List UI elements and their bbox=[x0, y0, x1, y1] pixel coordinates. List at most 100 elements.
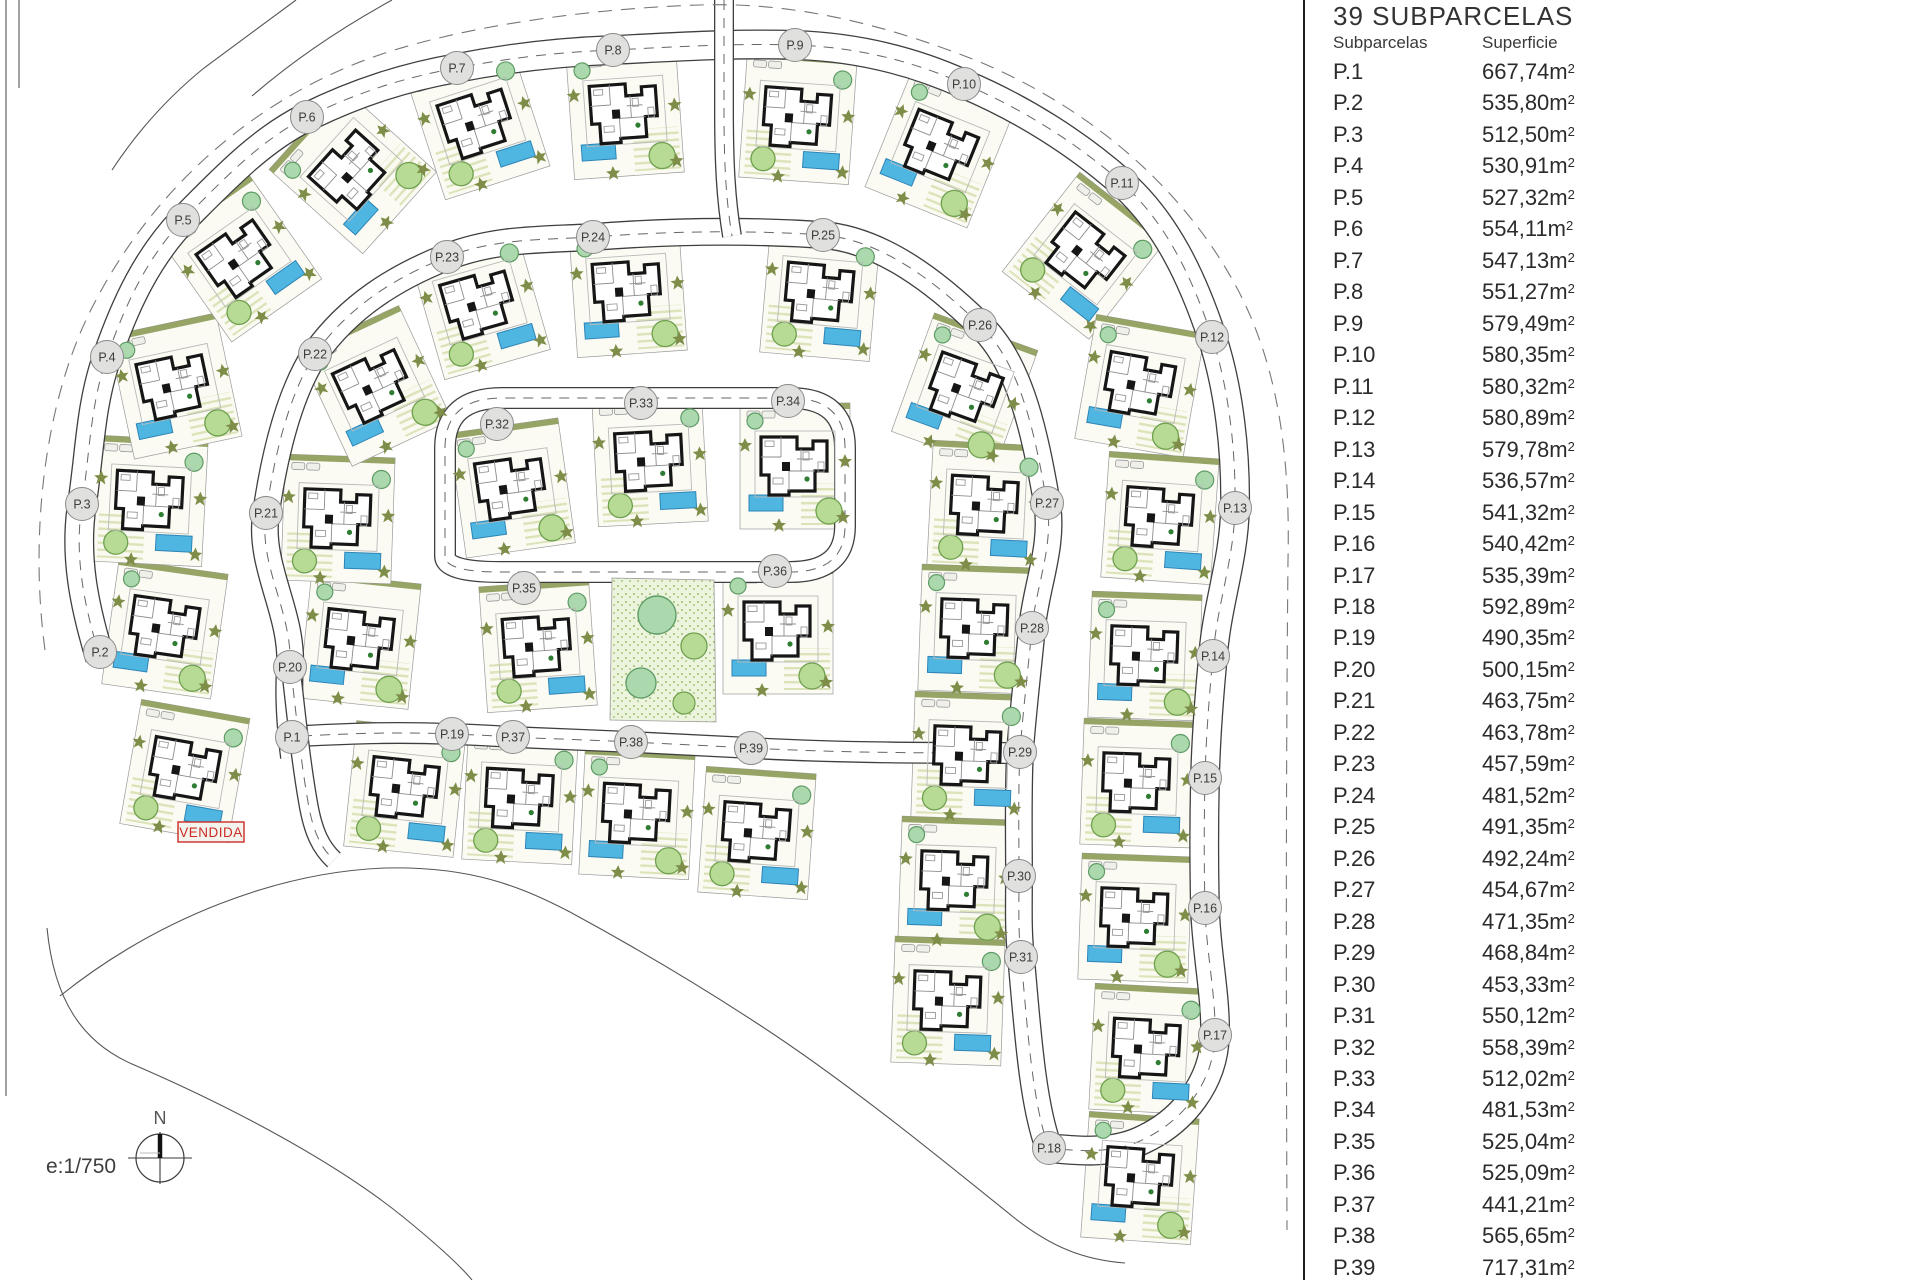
table-row: P.13 579,78m2 bbox=[1333, 434, 1893, 465]
pool bbox=[342, 198, 379, 236]
table-row: P.22 463,78m2 bbox=[1333, 717, 1893, 748]
plot-marker: P.31 bbox=[1004, 940, 1038, 974]
tree bbox=[680, 408, 700, 428]
table-row: P.18 592,89m2 bbox=[1333, 591, 1893, 622]
tree bbox=[815, 497, 843, 525]
table-row: P.28 471,35m2 bbox=[1333, 906, 1893, 937]
plot-marker: P.7 bbox=[440, 51, 474, 85]
plot-area: 580,35m2 bbox=[1482, 342, 1575, 368]
plot-marker: P.6 bbox=[290, 100, 324, 134]
panel-title: 39 SUBPARCELAS bbox=[1333, 1, 1574, 31]
tree bbox=[371, 469, 391, 490]
tree bbox=[927, 574, 946, 592]
plot-id: P.11 bbox=[1333, 373, 1374, 399]
plot-marker-label: P.10 bbox=[952, 78, 976, 92]
plot-id: P.10 bbox=[1333, 342, 1376, 368]
table-row: P.26 492,24m2 bbox=[1333, 843, 1893, 874]
plot-id: P.29 bbox=[1333, 940, 1376, 966]
villa bbox=[1080, 733, 1195, 849]
plot-marker: P.36 bbox=[758, 554, 792, 588]
table-row: P.11 580,32m2 bbox=[1333, 371, 1893, 402]
villa bbox=[463, 750, 578, 865]
tree bbox=[554, 750, 574, 770]
table-row: P.17 535,39m2 bbox=[1333, 560, 1893, 591]
tree bbox=[1001, 706, 1021, 727]
pool bbox=[1096, 682, 1133, 702]
plot-marker-label: P.34 bbox=[776, 395, 800, 409]
tree bbox=[375, 675, 403, 703]
plot-marker: P.33 bbox=[624, 386, 658, 420]
villa bbox=[898, 826, 1013, 947]
table-row: P.3 512,50m2 bbox=[1333, 119, 1893, 150]
villa bbox=[177, 191, 319, 326]
pool bbox=[496, 322, 537, 350]
plot-area: 525,04m2 bbox=[1482, 1128, 1575, 1154]
pool bbox=[343, 551, 382, 571]
villa bbox=[113, 341, 242, 456]
plot-marker-label: P.2 bbox=[91, 646, 108, 660]
tree bbox=[283, 161, 302, 179]
plot-id: P.26 bbox=[1333, 845, 1376, 871]
pool bbox=[407, 822, 446, 843]
table-row: P.2 535,80m2 bbox=[1333, 87, 1893, 118]
buildings-layer bbox=[93, 61, 1218, 1244]
table-row: P.39 717,31m2 bbox=[1333, 1252, 1893, 1280]
plot-id: P.37 bbox=[1333, 1191, 1376, 1217]
pool bbox=[547, 675, 586, 695]
villa bbox=[415, 61, 549, 193]
tree bbox=[746, 412, 764, 430]
tree bbox=[291, 548, 318, 574]
villa bbox=[911, 706, 1026, 822]
villa bbox=[891, 951, 1006, 1067]
tree bbox=[901, 1030, 928, 1056]
plot-marker-label: P.39 bbox=[739, 742, 763, 756]
tree bbox=[495, 61, 516, 81]
plot-markers-layer: P.1 P.2 P.3 P.4 P.5 P.6 P.7 P.8 P.9 P.10 P.11 P.12 P… bbox=[65, 28, 1252, 1165]
tree bbox=[798, 662, 826, 690]
plot-marker: P.38 bbox=[614, 725, 648, 759]
plot-marker-label: P.31 bbox=[1009, 951, 1033, 965]
plot-id: P.24 bbox=[1333, 782, 1376, 808]
plot-id: P.25 bbox=[1333, 814, 1376, 840]
column-header-subparcelas: Subparcelas bbox=[1333, 33, 1428, 52]
villa bbox=[451, 440, 575, 557]
villa bbox=[479, 592, 597, 714]
tree bbox=[940, 189, 968, 218]
plot-marker-label: P.8 bbox=[604, 44, 621, 58]
plot-area: 468,84m2 bbox=[1482, 940, 1575, 966]
pool bbox=[345, 416, 385, 447]
plot-marker-label: P.27 bbox=[1035, 497, 1059, 511]
plot-marker-label: P.18 bbox=[1037, 1142, 1061, 1156]
villa bbox=[591, 408, 709, 528]
plot-marker-label: P.26 bbox=[968, 319, 992, 333]
plot-id: P.16 bbox=[1333, 531, 1376, 557]
plot-area: 471,35m2 bbox=[1482, 908, 1575, 934]
plot-marker: P.19 bbox=[435, 717, 469, 751]
annotations-layer: VENDIDA e:1/750 N bbox=[46, 821, 245, 1184]
table-row: P.36 525,09m2 bbox=[1333, 1157, 1893, 1188]
table-row: P.1 667,74m2 bbox=[1333, 56, 1893, 87]
plot-area: 530,91m2 bbox=[1482, 153, 1575, 179]
vendida-label: VENDIDA bbox=[177, 821, 245, 843]
plot-area: 535,39m2 bbox=[1482, 562, 1575, 588]
column-header-superficie: Superficie bbox=[1482, 33, 1558, 52]
plot-marker-label: P.1 bbox=[283, 731, 300, 745]
pool bbox=[905, 401, 945, 430]
table-row: P.12 580,89m2 bbox=[1333, 402, 1893, 433]
tree bbox=[648, 141, 676, 170]
table-row: P.14 536,57m2 bbox=[1333, 465, 1893, 496]
plot-id: P.5 bbox=[1333, 184, 1364, 210]
villa bbox=[417, 243, 550, 374]
tree bbox=[981, 951, 1001, 972]
tree bbox=[1099, 326, 1117, 344]
tree bbox=[204, 409, 232, 437]
plot-marker-label: P.32 bbox=[485, 418, 509, 432]
plot-area: 527,32m2 bbox=[1482, 184, 1575, 210]
pool bbox=[580, 142, 617, 162]
tree bbox=[122, 570, 141, 588]
site-plan-map: P.1 P.2 P.3 P.4 P.5 P.6 P.7 P.8 P.9 P.10 P.11 P.12 P… bbox=[5, 0, 1289, 1280]
tree bbox=[178, 664, 206, 692]
plot-id: P.14 bbox=[1333, 468, 1376, 494]
plot-id: P.9 bbox=[1333, 310, 1364, 336]
plot-area: 547,13m2 bbox=[1482, 247, 1575, 273]
